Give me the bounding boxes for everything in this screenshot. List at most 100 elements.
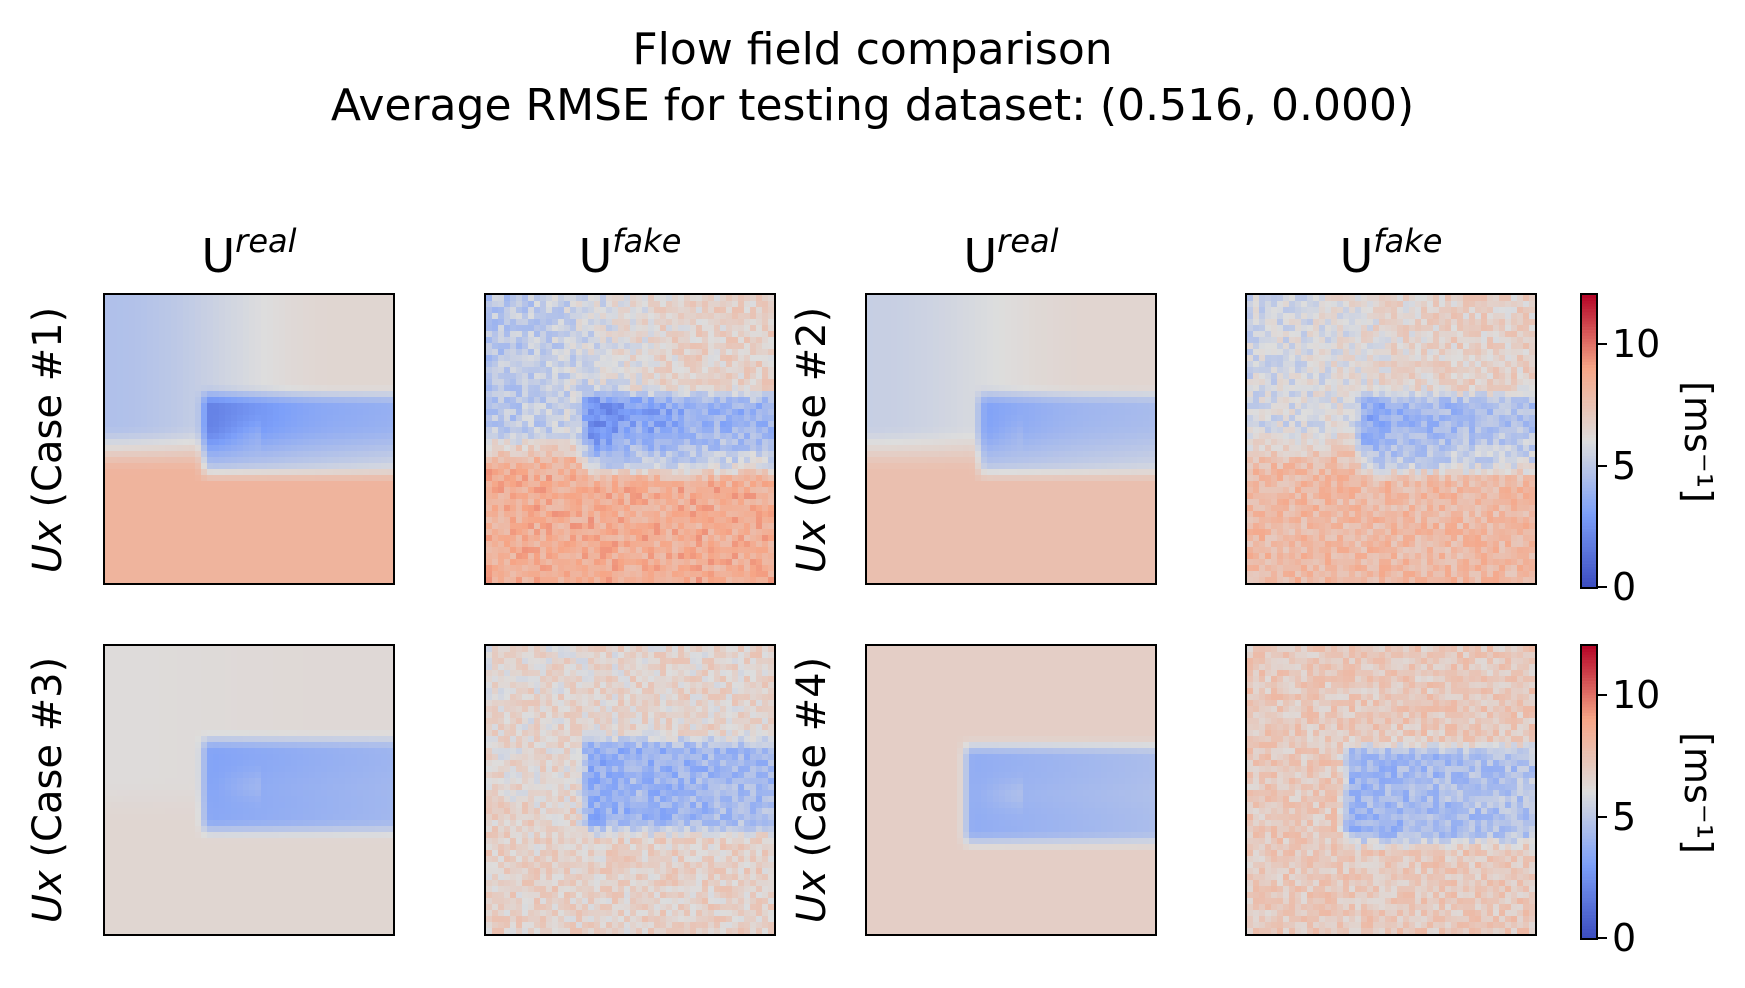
heatmap-cell: [762, 451, 769, 458]
heatmap-cell: [582, 535, 589, 542]
heatmap-cell: [177, 547, 184, 554]
heatmap-cell: [351, 457, 358, 464]
heatmap-cell: [927, 325, 934, 332]
heatmap-cell: [570, 523, 577, 530]
heatmap-cell: [243, 487, 250, 494]
heatmap-cell: [762, 379, 769, 386]
heatmap-cell: [147, 355, 154, 362]
heatmap-cell: [381, 433, 388, 440]
heatmap-cell: [684, 379, 691, 386]
heatmap-cell: [387, 457, 393, 464]
heatmap-cell: [111, 529, 118, 536]
heatmap-cell: [141, 331, 148, 338]
heatmap-cell: [750, 541, 757, 548]
heatmap-cell: [351, 373, 358, 380]
heatmap-cell: [153, 571, 160, 578]
heatmap-cell: [624, 487, 631, 494]
heatmap-cell: [570, 367, 577, 374]
heatmap-cell: [642, 547, 649, 554]
heatmap-cell: [891, 337, 898, 344]
heatmap-cell: [375, 499, 382, 506]
heatmap-cell: [321, 469, 328, 476]
heatmap-cell: [756, 337, 763, 344]
heatmap-cell: [612, 391, 619, 398]
heatmap-cell: [363, 475, 370, 482]
heatmap-cell: [510, 469, 517, 476]
heatmap-cell: [762, 541, 769, 548]
heatmap-cell: [255, 301, 262, 308]
heatmap-cell: [678, 523, 685, 530]
heatmap-cell: [339, 337, 346, 344]
heatmap-cell: [768, 367, 774, 374]
heatmap-cell: [690, 553, 697, 560]
heatmap-cell: [630, 493, 637, 500]
heatmap-cell: [654, 415, 661, 422]
heatmap-cell: [195, 385, 202, 392]
heatmap-cell: [600, 415, 607, 422]
heatmap-cell: [111, 391, 118, 398]
heatmap-cell: [534, 307, 541, 314]
heatmap-cell: [387, 559, 393, 566]
heatmap-cell: [225, 385, 232, 392]
heatmap-cell: [237, 475, 244, 482]
heatmap-cell: [225, 511, 232, 518]
heatmap-cell: [528, 487, 535, 494]
heatmap-cell: [714, 505, 721, 512]
heatmap-cell: [147, 427, 154, 434]
heatmap-cell: [207, 385, 214, 392]
heatmap-cell: [648, 523, 655, 530]
heatmap-cell: [297, 331, 304, 338]
heatmap-cell: [588, 559, 595, 566]
heatmap-cell: [726, 313, 733, 320]
heatmap-cell: [564, 433, 571, 440]
heatmap-cell: [642, 469, 649, 476]
heatmap-cell: [231, 421, 238, 428]
heatmap-cell: [351, 523, 358, 530]
heatmap-cell: [285, 385, 292, 392]
heatmap-cell: [612, 517, 619, 524]
heatmap-cell: [624, 349, 631, 356]
heatmap-cell: [123, 493, 130, 500]
heatmap-cell: [255, 493, 262, 500]
heatmap-cell: [375, 451, 382, 458]
heatmap-cell: [321, 487, 328, 494]
heatmap-cell: [618, 307, 625, 314]
heatmap-cell: [612, 457, 619, 464]
heatmap-cell: [381, 415, 388, 422]
heatmap-cell: [225, 421, 232, 428]
heatmap-cell: [327, 361, 334, 368]
heatmap-cell: [690, 343, 697, 350]
heatmap-cell: [684, 505, 691, 512]
heatmap-cell: [684, 433, 691, 440]
heatmap-cell: [243, 343, 250, 350]
heatmap-cell: [1023, 319, 1030, 326]
heatmap-cell: [534, 547, 541, 554]
heatmap-cell: [660, 439, 667, 446]
heatmap-cell: [291, 409, 298, 416]
heatmap-cell: [504, 319, 511, 326]
heatmap-cell: [207, 541, 214, 548]
heatmap-cell: [153, 559, 160, 566]
heatmap-cell: [165, 571, 172, 578]
heatmap-cell: [492, 391, 499, 398]
heatmap-cell: [279, 421, 286, 428]
heatmap-cell: [612, 307, 619, 314]
heatmap-cell: [231, 457, 238, 464]
heatmap-cell: [540, 523, 547, 530]
heatmap-cell: [744, 535, 751, 542]
heatmap-cell: [927, 307, 934, 314]
heatmap-cell: [369, 499, 376, 506]
heatmap-cell: [153, 385, 160, 392]
heatmap-cell: [504, 469, 511, 476]
heatmap-cell: [528, 559, 535, 566]
heatmap-cell: [297, 433, 304, 440]
heatmap-cell: [267, 415, 274, 422]
heatmap-cell: [117, 553, 124, 560]
heatmap-cell: [756, 463, 763, 470]
heatmap-cell: [750, 529, 757, 536]
heatmap-cell: [309, 559, 316, 566]
heatmap-cell: [339, 301, 346, 308]
heatmap-cell: [702, 331, 709, 338]
heatmap-cell: [327, 331, 334, 338]
heatmap-cell: [303, 307, 310, 314]
